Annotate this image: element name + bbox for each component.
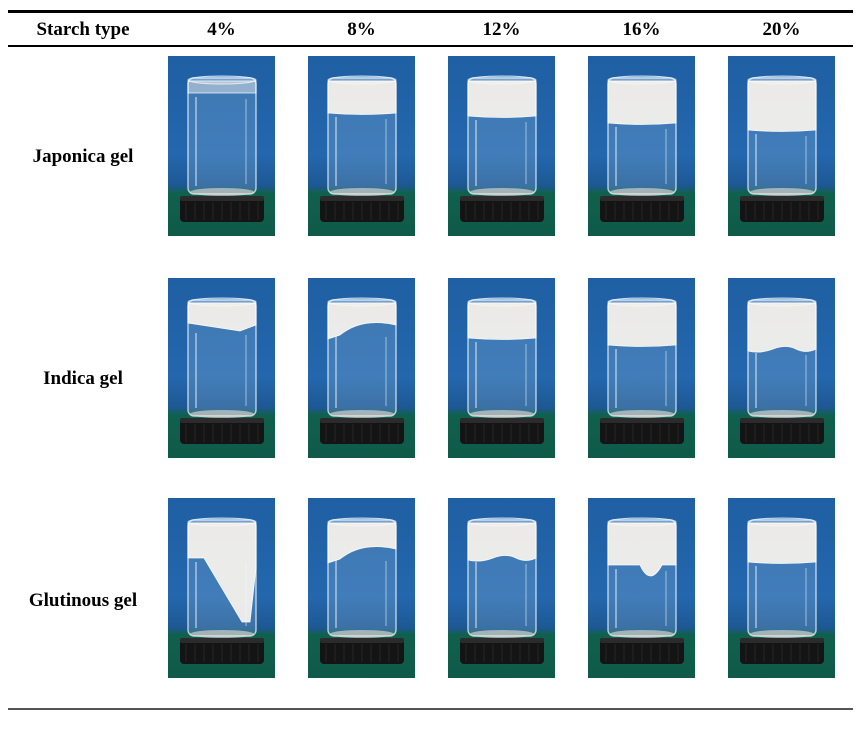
- header-concentration-16: 16%: [622, 19, 661, 40]
- vial-photo: [308, 56, 415, 236]
- header-concentration-12: 12%: [482, 19, 521, 40]
- header-concentration-8: 8%: [347, 19, 376, 40]
- vial-photo: [168, 498, 275, 678]
- table-top-rule: [8, 10, 853, 13]
- vial-photo: [168, 278, 275, 458]
- vial-photo: [588, 56, 695, 236]
- vial-photo: [728, 498, 835, 678]
- vial-photo: [588, 278, 695, 458]
- vial-photo: [448, 56, 555, 236]
- vial-photo: [448, 278, 555, 458]
- header-starch-type: Starch type: [36, 19, 130, 40]
- vial-photo: [728, 56, 835, 236]
- vial-photo: [728, 278, 835, 458]
- vial-photo: [448, 498, 555, 678]
- vial-photo: [308, 498, 415, 678]
- vial-photo: [168, 56, 275, 236]
- row-label-glutinous: Glutinous gel: [28, 590, 138, 611]
- table-bottom-rule: [8, 708, 853, 710]
- row-label-indica: Indica gel: [43, 368, 123, 389]
- vial-photo: [308, 278, 415, 458]
- header-concentration-4: 4%: [207, 19, 236, 40]
- row-label-japonica: Japonica gel: [32, 146, 134, 167]
- header-rule: [8, 45, 853, 47]
- vial-photo: [588, 498, 695, 678]
- header-concentration-20: 20%: [762, 19, 801, 40]
